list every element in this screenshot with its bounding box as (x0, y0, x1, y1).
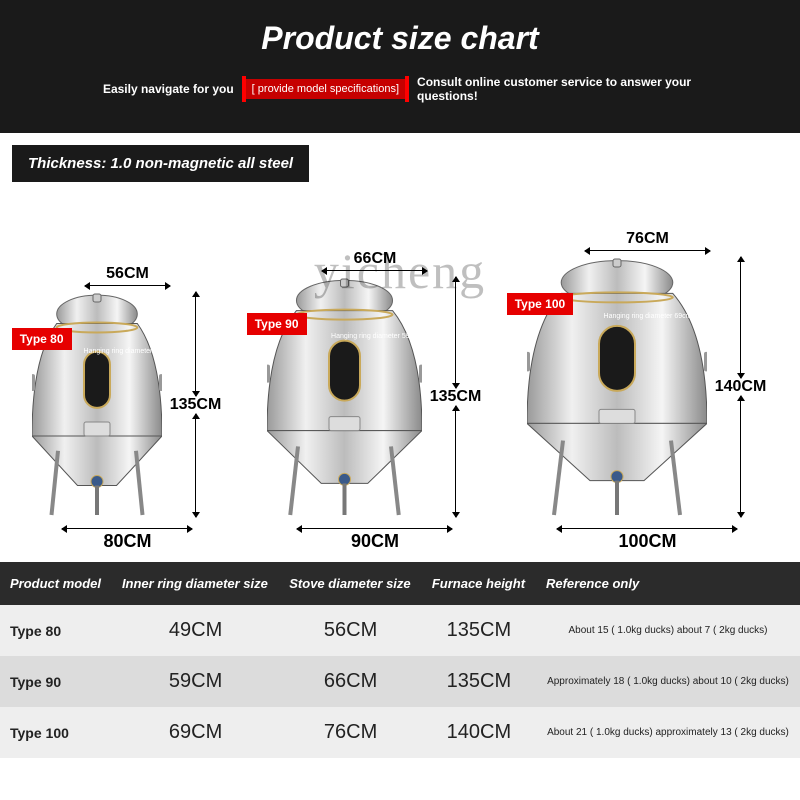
table-cell: 59CM (112, 656, 279, 707)
table-header-cell: Furnace height (422, 562, 536, 605)
top-width-label: 56CM (85, 265, 170, 283)
table-cell: 66CM (279, 656, 422, 707)
sub-header: Easily navigate for you [ provide model … (30, 75, 770, 103)
product-card: 56CM Type 80 Hanging ring diameter 49cm (32, 265, 224, 552)
oven-wrap: Type 100 Hanging ring diameter 69cm (527, 257, 769, 522)
bottom-width-dim: 90CM (297, 528, 452, 552)
table-header-cell: Stove diameter size (279, 562, 422, 605)
hanging-ring-label: Hanging ring diameter 69cm (604, 313, 692, 320)
height-dim: 140CM (713, 257, 769, 517)
table-cell: About 15 ( 1.0kg ducks) about 7 ( 2kg du… (536, 605, 800, 656)
oven-wrap: Type 80 Hanging ring diameter 49cm (32, 292, 224, 522)
table-cell: 140CM (422, 707, 536, 758)
nav-right-text: Consult online customer service to answe… (417, 75, 697, 103)
bottom-width-dim: 100CM (557, 528, 737, 552)
table-header-cell: Product model (0, 562, 112, 605)
product-card: 76CM Type 100 Hanging ring diameter 69cm (527, 230, 769, 552)
table-header-cell: Reference only (536, 562, 800, 605)
type-tag: Type 90 (247, 313, 307, 335)
bottom-width-label: 90CM (297, 531, 452, 552)
table-row: Type 10069CM76CM140CMAbout 21 ( 1.0kg du… (0, 707, 800, 758)
top-width-dim: 76CM (585, 230, 710, 251)
type-tag: Type 80 (12, 328, 72, 350)
height-label: 135CM (170, 396, 222, 414)
table-cell: 135CM (422, 605, 536, 656)
oven-wrap: Type 90 Hanging ring diameter 59cm (267, 277, 484, 522)
bottom-width-label: 80CM (62, 531, 192, 552)
header: Product size chart Easily navigate for y… (0, 0, 800, 133)
thickness-badge: Thickness: 1.0 non-magnetic all steel (12, 145, 309, 182)
table-cell: 56CM (279, 605, 422, 656)
product-card: 66CM Type 90 Hanging ring diameter 59cm (267, 250, 484, 552)
height-label: 135CM (430, 388, 482, 406)
table-cell: Approximately 18 ( 1.0kg ducks) about 10… (536, 656, 800, 707)
bottom-width-label: 100CM (557, 531, 737, 552)
model-spec-tag: [ provide model specifications] (244, 79, 407, 99)
page-title: Product size chart (30, 20, 770, 57)
table-cell: Type 80 (0, 605, 112, 656)
products-row: yicheng 56CM Type 80 Hanging ring diamet… (0, 182, 800, 562)
height-dim: 135CM (168, 292, 224, 517)
table-header-row: Product modelInner ring diameter sizeSto… (0, 562, 800, 605)
table-cell: 76CM (279, 707, 422, 758)
hanging-ring-label: Hanging ring diameter 59cm (331, 333, 419, 340)
oven-icon (32, 292, 162, 522)
top-width-label: 66CM (322, 250, 427, 268)
table-row: Type 9059CM66CM135CMApproximately 18 ( 1… (0, 656, 800, 707)
table-cell: 69CM (112, 707, 279, 758)
table-header-cell: Inner ring diameter size (112, 562, 279, 605)
top-width-dim: 56CM (85, 265, 170, 286)
page: Product size chart Easily navigate for y… (0, 0, 800, 800)
table-cell: 49CM (112, 605, 279, 656)
hanging-ring-label: Hanging ring diameter 49cm (84, 348, 172, 355)
table-body: Type 8049CM56CM135CMAbout 15 ( 1.0kg duc… (0, 605, 800, 758)
table-cell: About 21 ( 1.0kg ducks) approximately 13… (536, 707, 800, 758)
type-tag: Type 100 (507, 293, 573, 315)
table-cell: Type 90 (0, 656, 112, 707)
table-row: Type 8049CM56CM135CMAbout 15 ( 1.0kg duc… (0, 605, 800, 656)
table-cell: 135CM (422, 656, 536, 707)
height-dim: 135CM (428, 277, 484, 517)
nav-left-text: Easily navigate for you (103, 82, 234, 96)
bottom-width-dim: 80CM (62, 528, 192, 552)
spec-table: Product modelInner ring diameter sizeSto… (0, 562, 800, 758)
top-width-dim: 66CM (322, 250, 427, 271)
top-width-label: 76CM (585, 230, 710, 248)
height-label: 140CM (715, 378, 767, 396)
table-cell: Type 100 (0, 707, 112, 758)
